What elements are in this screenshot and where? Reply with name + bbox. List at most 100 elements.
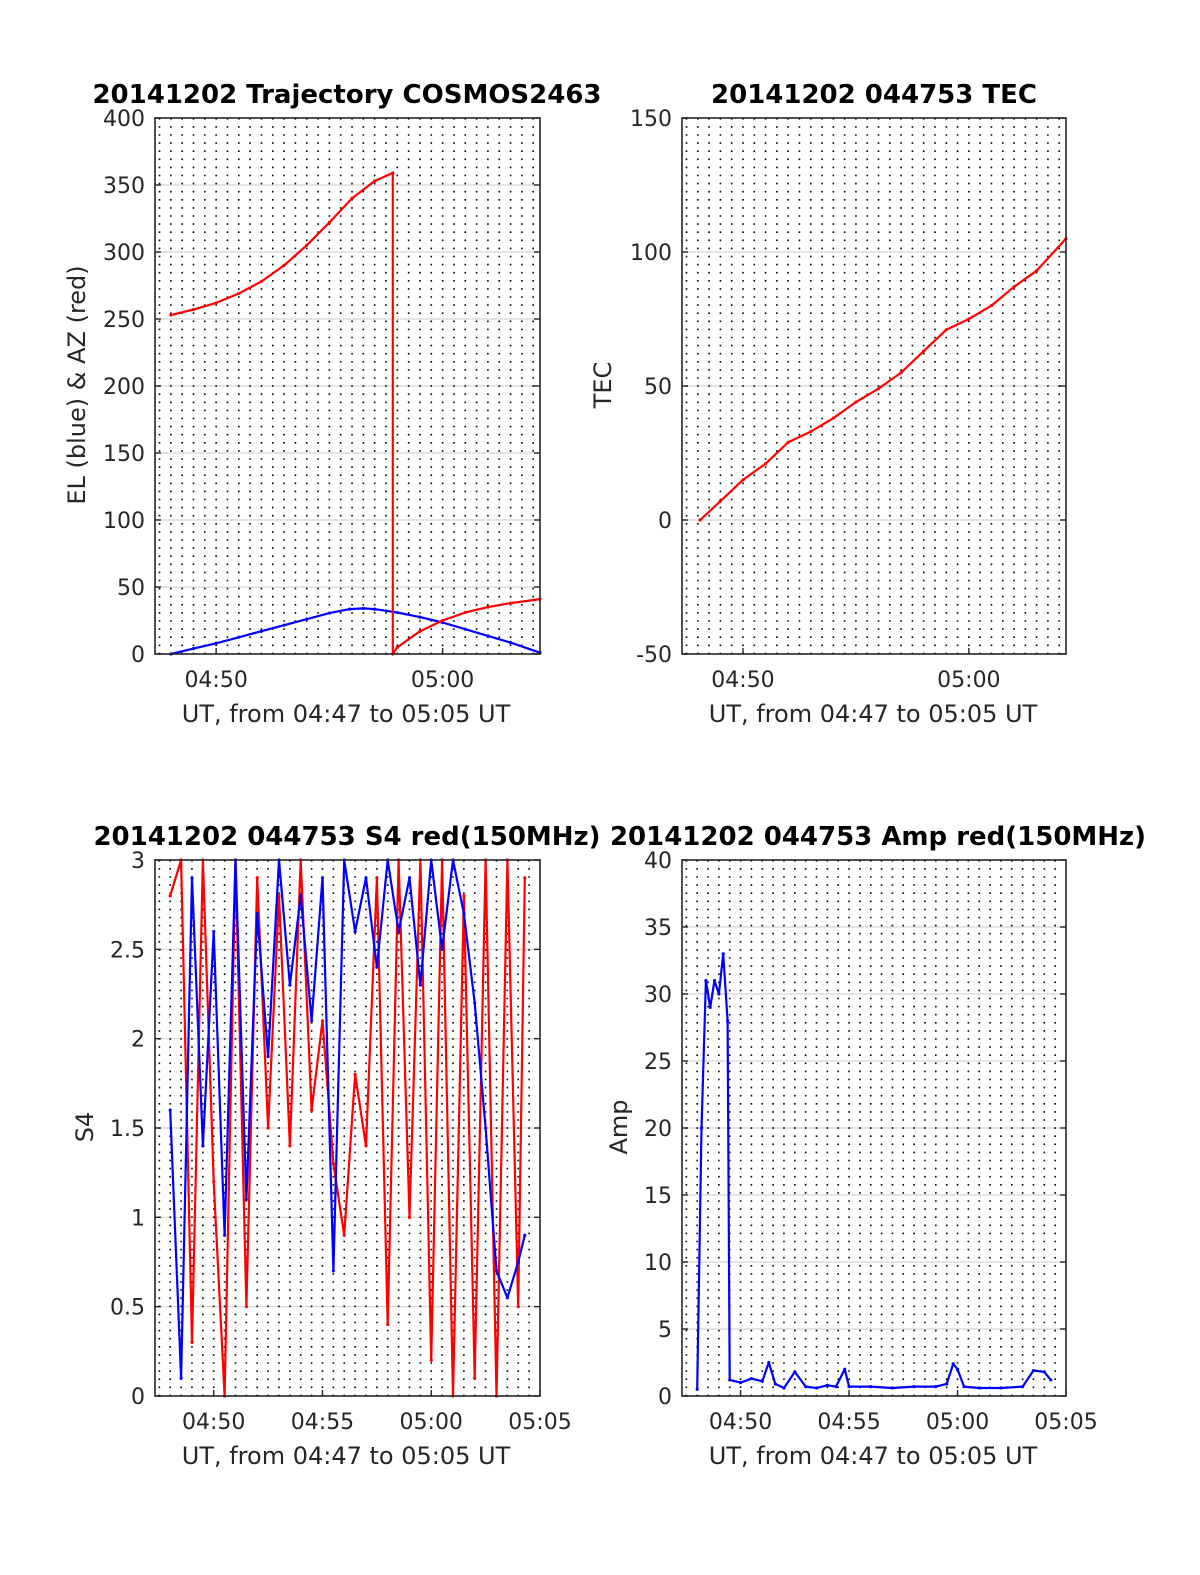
s4-series-s4-red-point (429, 1358, 433, 1362)
amp-series-amp-point (999, 1386, 1003, 1390)
s4-series-s4-red-point (516, 1305, 520, 1309)
tec-series-tec-point (876, 387, 881, 391)
s4-series-s4-blue-point (310, 1019, 314, 1023)
s4-series-s4-blue-point (473, 1001, 477, 1005)
s4-xtick-label: 05:05 (508, 1410, 571, 1435)
s4-series-s4-blue-point (494, 1269, 499, 1273)
amp-title: 20141202 044753 Amp red(150MHz) (610, 822, 1146, 852)
tec-series-tec-point (763, 462, 768, 466)
trajectory-xlabel: UT, from 04:47 to 05:05 UT (182, 700, 511, 728)
trajectory-ytick-label: 200 (103, 375, 145, 400)
s4-series-s4-red-point (473, 1376, 477, 1380)
s4-plot-area: 0 0.5 1 1.5 2 2.5 3 04:50 04:55 05:00 05:05 (110, 849, 572, 1435)
trajectory-series-el-point (361, 606, 365, 611)
s4-series-s4-red-point (407, 1215, 412, 1219)
trajectory-ytick-label: 250 (103, 308, 145, 333)
trajectory-ytick-label: 400 (103, 107, 145, 132)
amp-ytick-label: 30 (644, 983, 672, 1008)
amp-series-amp-point (1031, 1368, 1036, 1373)
s4-series-s4-blue-point (244, 1197, 248, 1202)
amp-series-amp-point (712, 979, 717, 983)
trajectory-series-az-point (395, 645, 399, 649)
trajectory-series-az-point (441, 618, 445, 623)
trajectory-ytick-label: 350 (103, 174, 145, 199)
amp-series-amp-point (793, 1370, 797, 1374)
trajectory-series-az-point (508, 601, 513, 605)
trajectory-series-el-point (508, 641, 513, 645)
s4-xtick-label: 05:00 (400, 1410, 463, 1435)
trajectory-series-az-point (463, 610, 467, 615)
amp-ytick-label: 35 (644, 916, 672, 941)
amp-series-amp-point (934, 1385, 938, 1389)
amp-series-amp-point (699, 1126, 704, 1130)
amp-series-amp-point (825, 1383, 829, 1387)
amp-series-amp-point (1042, 1370, 1046, 1374)
amp-series-amp-point (760, 1379, 764, 1383)
s4-series-s4-red-point (266, 1126, 270, 1130)
tec-series-tec-point (854, 400, 858, 404)
s4-series-s4-blue-point (255, 912, 259, 916)
trajectory-series-el-line (170, 607, 541, 656)
trajectory-series-el-point (327, 611, 331, 615)
trajectory-series-az-point (350, 196, 354, 200)
s4-series-s4-red-point (255, 876, 259, 880)
s4-series-s4-red-point (375, 876, 379, 880)
s4-series-s4-blue-point (288, 983, 292, 987)
tec-panel: -50 0 50 100 150 04:50 05:00 20141202 044753 T… (589, 80, 1068, 728)
s4-series-s4-blue-point (190, 876, 194, 880)
tec-title: 20141202 044753 TEC (711, 80, 1037, 110)
s4-series-s4-red-point (212, 1180, 216, 1184)
s4-series-s4-red-point (342, 1233, 346, 1237)
s4-series-s4-blue-point (299, 894, 303, 898)
s4-ytick-label: 2 (131, 1028, 145, 1053)
tec-series-tec-point (786, 440, 790, 444)
amp-series-amp-point (717, 992, 721, 996)
s4-series-s4-red-point (386, 1322, 390, 1327)
amp-series-amp-point (814, 1386, 819, 1390)
s4-series-s4-blue-point (418, 983, 422, 987)
tec-ytick-label: 50 (644, 375, 672, 400)
amp-series-amp-point (804, 1385, 808, 1389)
amp-series-amp-point (890, 1386, 895, 1390)
s4-series-s4-blue-point (320, 876, 325, 880)
tec-ytick-label: 0 (658, 509, 672, 534)
amp-series-amp-point (945, 1382, 949, 1386)
trajectory-series-az-point (418, 629, 422, 633)
tec-series-tec-point (809, 429, 813, 434)
s4-series-s4-blue-point (364, 876, 368, 880)
amp-xlabel: UT, from 04:47 to 05:05 UT (709, 1442, 1038, 1470)
s4-series-s4-red-point (168, 894, 172, 898)
amp-series-amp-line (696, 952, 1052, 1390)
trajectory-series-az-point (305, 243, 309, 247)
amp-series-amp-point (834, 1385, 838, 1389)
s4-series-s4-red-point (190, 1340, 194, 1344)
trajectory-series-el-point (282, 623, 286, 627)
trajectory-series-el-point (395, 610, 399, 615)
trajectory-ytick-label: 0 (131, 643, 145, 668)
tec-ytick-label: -50 (636, 643, 672, 668)
trajectory-series-az-point (237, 291, 241, 296)
s4-xtick-label: 04:55 (291, 1410, 354, 1435)
amp-series-amp-point (962, 1385, 966, 1389)
amp-series-amp-point (1021, 1385, 1025, 1389)
s4-series-s4-blue-point (484, 1126, 488, 1130)
trajectory-series-el-point (348, 607, 352, 611)
s4-title: 20141202 044753 S4 red(150MHz) (93, 822, 600, 852)
tec-series-tec-point (1012, 285, 1016, 289)
s4-series-s4-red-point (462, 894, 466, 898)
amp-xtick-label: 05:00 (926, 1410, 989, 1435)
s4-series-s4-blue-point (440, 947, 444, 951)
trajectory-series-az-point (327, 220, 331, 225)
amp-series-amp-point (782, 1386, 786, 1390)
tec-series-tec-point (967, 317, 971, 321)
tec-series-tec-point (741, 478, 745, 482)
s4-series-s4-blue-point (397, 929, 401, 934)
trajectory-series-el-point (418, 615, 422, 619)
trajectory-series-el-point (373, 607, 377, 611)
trajectory-series-el-point (214, 641, 218, 645)
amp-series-amp-point (912, 1385, 916, 1389)
s4-series-s4-blue-point (168, 1108, 172, 1112)
amp-series-amp-point (721, 952, 725, 956)
trajectory-series-az-point (259, 279, 264, 284)
tec-plot-area: -50 0 50 100 150 04:50 05:00 (630, 107, 1068, 693)
